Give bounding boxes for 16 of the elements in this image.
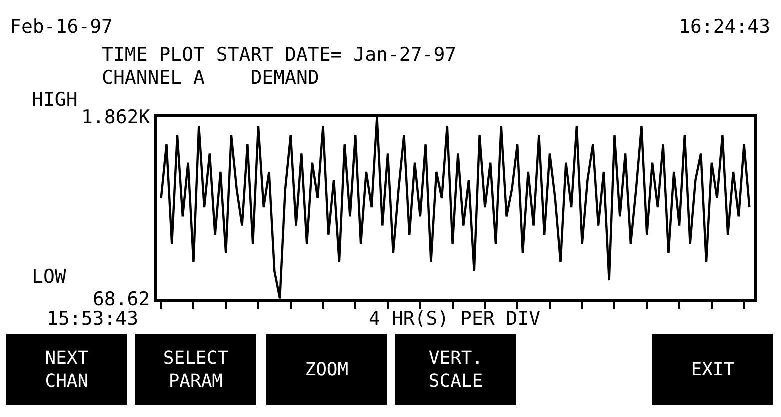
line-series — [160, 117, 751, 299]
y-tick-label: 1.862K — [82, 106, 151, 129]
text: SELECT PARAM — [163, 348, 229, 392]
text: NEXT CHAN — [45, 348, 89, 392]
text: VERT. SCALE — [428, 348, 484, 392]
text: 15:53:43 — [47, 308, 139, 330]
text: 16:24:43 — [679, 16, 771, 38]
text: 4 HR(S) PER DIV — [369, 308, 541, 330]
text: LOW — [32, 266, 67, 288]
text: HIGH — [32, 89, 78, 111]
text: EXIT — [691, 360, 735, 380]
chart-title: TIME PLOT START DATE= Jan-27-97 — [102, 44, 457, 66]
text: ZOOM — [305, 360, 349, 380]
text: Feb-16-97 — [10, 16, 113, 38]
chart-subtitle: CHANNEL A DEMAND — [102, 67, 320, 89]
y-tick-label: 68.62 — [92, 288, 150, 311]
